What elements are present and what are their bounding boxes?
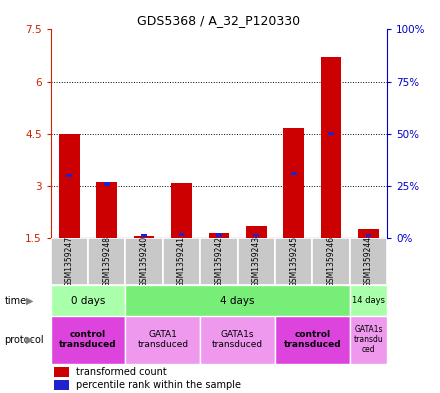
Text: GSM1359245: GSM1359245 — [289, 236, 298, 287]
Text: time: time — [4, 296, 26, 306]
Text: GATA1s
transdu
ced: GATA1s transdu ced — [354, 325, 383, 354]
Text: GATA1
transduced: GATA1 transduced — [137, 331, 188, 349]
Bar — [312, 238, 350, 285]
Bar — [253, 233, 259, 237]
Bar — [141, 233, 147, 237]
Bar — [283, 129, 304, 238]
Bar — [350, 238, 387, 285]
Text: GSM1359246: GSM1359246 — [326, 236, 336, 287]
Bar — [328, 132, 334, 135]
Text: control
transduced: control transduced — [59, 331, 117, 349]
Bar — [171, 183, 192, 238]
Bar — [238, 238, 275, 285]
Text: GSM1359240: GSM1359240 — [139, 236, 149, 287]
Text: GSM1359243: GSM1359243 — [252, 236, 261, 287]
Bar — [66, 174, 72, 177]
Bar — [163, 238, 200, 285]
Bar — [51, 285, 125, 316]
Bar — [54, 367, 69, 377]
Bar — [216, 233, 222, 237]
Title: GDS5368 / A_32_P120330: GDS5368 / A_32_P120330 — [137, 14, 301, 27]
Bar — [358, 229, 379, 238]
Bar — [275, 316, 350, 364]
Bar — [366, 233, 371, 237]
Bar — [59, 134, 80, 238]
Text: GSM1359242: GSM1359242 — [214, 236, 224, 287]
Text: GSM1359248: GSM1359248 — [102, 236, 111, 287]
Bar — [125, 316, 200, 364]
Text: control
transduced: control transduced — [284, 331, 341, 349]
Bar — [200, 238, 238, 285]
Bar — [350, 316, 387, 364]
Bar — [291, 172, 297, 175]
Bar — [125, 285, 350, 316]
Text: GSM1359244: GSM1359244 — [364, 236, 373, 287]
Bar — [96, 182, 117, 238]
Text: 14 days: 14 days — [352, 296, 385, 305]
Text: GSM1359247: GSM1359247 — [65, 236, 74, 287]
Bar — [179, 233, 184, 236]
Bar — [134, 236, 154, 238]
Text: GSM1359241: GSM1359241 — [177, 236, 186, 287]
Bar — [54, 380, 69, 390]
Bar — [275, 238, 312, 285]
Bar — [51, 316, 125, 364]
Text: 4 days: 4 days — [220, 296, 255, 306]
Text: 0 days: 0 days — [71, 296, 105, 306]
Text: percentile rank within the sample: percentile rank within the sample — [76, 380, 241, 390]
Bar — [88, 238, 125, 285]
Bar — [209, 233, 229, 238]
Bar — [51, 238, 88, 285]
Bar — [246, 226, 267, 238]
Bar — [200, 316, 275, 364]
Bar — [125, 238, 163, 285]
Text: protocol: protocol — [4, 335, 44, 345]
Bar — [321, 57, 341, 238]
Text: transformed count: transformed count — [76, 367, 167, 377]
Text: ▶: ▶ — [26, 296, 34, 306]
Text: GATA1s
transduced: GATA1s transduced — [212, 331, 263, 349]
Bar — [104, 182, 110, 185]
Text: ▶: ▶ — [26, 335, 34, 345]
Bar — [350, 285, 387, 316]
